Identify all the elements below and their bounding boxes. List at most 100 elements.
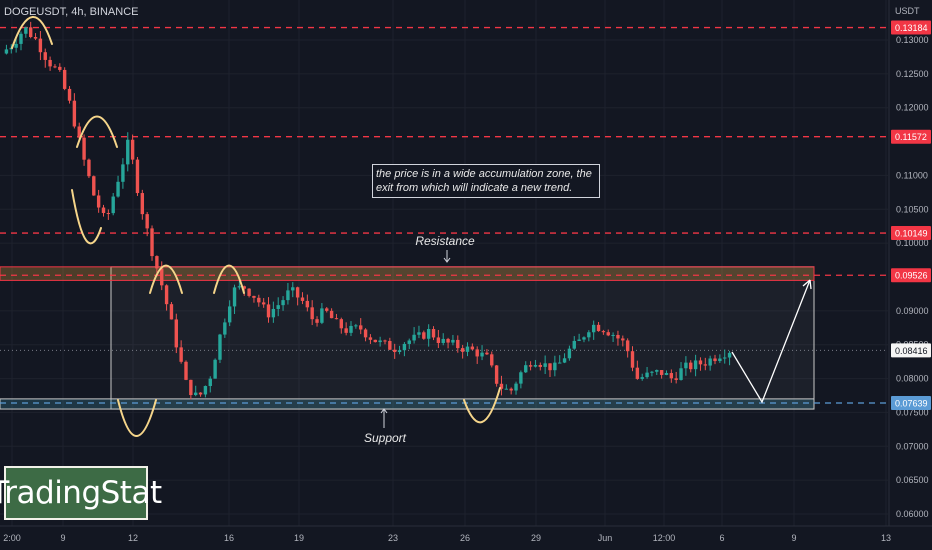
candle-body bbox=[655, 370, 659, 372]
candle-body bbox=[543, 363, 547, 367]
candle-body bbox=[300, 297, 305, 301]
candle-body bbox=[179, 347, 183, 362]
resistance-arrow-icon bbox=[443, 250, 451, 263]
candle-body bbox=[591, 324, 596, 333]
last-price-badge bbox=[891, 343, 931, 358]
candle-body bbox=[689, 362, 693, 370]
candle-body bbox=[33, 37, 38, 39]
candle-body bbox=[135, 159, 140, 194]
candle-body bbox=[514, 383, 518, 391]
price-tick-label: 0.06000 bbox=[896, 509, 929, 519]
time-tick-label: 26 bbox=[460, 533, 470, 543]
candle-body bbox=[339, 319, 344, 329]
wave-peak bbox=[213, 264, 245, 294]
candle-body bbox=[553, 362, 557, 371]
candle-body bbox=[43, 52, 47, 60]
candle-body bbox=[601, 331, 606, 333]
candle-body bbox=[130, 139, 135, 160]
candle-body bbox=[558, 362, 562, 364]
candle-body bbox=[150, 228, 154, 257]
candle-body bbox=[4, 49, 9, 54]
candle-body bbox=[582, 337, 586, 340]
support-arrow-icon bbox=[380, 408, 388, 428]
projection-line bbox=[731, 279, 811, 404]
candle-body bbox=[247, 288, 251, 296]
candle-body bbox=[412, 334, 416, 341]
last-price-label: 0.08416 bbox=[895, 346, 928, 356]
candle-body bbox=[281, 300, 285, 306]
candle-body bbox=[82, 137, 86, 160]
candle-body bbox=[480, 352, 484, 357]
wave-trough bbox=[463, 387, 501, 424]
candle-body bbox=[451, 339, 455, 343]
candle-body bbox=[315, 319, 319, 323]
candle-body bbox=[218, 334, 222, 360]
candle-body bbox=[184, 361, 188, 380]
candle-body bbox=[101, 207, 106, 214]
candle-body bbox=[126, 139, 130, 165]
time-tick-label: 29 bbox=[531, 533, 541, 543]
candle-body bbox=[577, 339, 581, 341]
candle-body bbox=[320, 308, 324, 323]
candle-body bbox=[223, 322, 227, 335]
candle-body bbox=[349, 325, 353, 333]
candle-body bbox=[417, 332, 421, 335]
candle-body bbox=[19, 33, 23, 44]
candle-body bbox=[291, 287, 295, 291]
candle-body bbox=[422, 332, 426, 339]
candle-body bbox=[189, 379, 193, 396]
candle-body bbox=[344, 328, 348, 333]
candle-body bbox=[392, 349, 397, 353]
candle-body bbox=[363, 329, 368, 338]
candle-body bbox=[276, 305, 280, 309]
candle-body bbox=[67, 88, 72, 101]
candle-body bbox=[160, 268, 164, 286]
time-tick-label: 9 bbox=[791, 533, 796, 543]
price-tick-label: 0.12500 bbox=[896, 69, 929, 79]
candle-body bbox=[383, 340, 387, 342]
candle-body bbox=[509, 388, 513, 391]
price-tick-label: 0.09000 bbox=[896, 306, 929, 316]
candle-body bbox=[475, 349, 479, 357]
wave-annotations: Resistance Support bbox=[11, 16, 812, 445]
candle-body bbox=[155, 256, 159, 269]
candle-body bbox=[305, 300, 310, 308]
candle-body bbox=[674, 378, 678, 380]
candle-body bbox=[499, 383, 504, 389]
wave-peak bbox=[76, 115, 118, 148]
candle-body bbox=[373, 339, 377, 343]
candle-body bbox=[48, 59, 52, 67]
candle-body bbox=[198, 392, 203, 395]
candle-body bbox=[718, 358, 722, 362]
level-price-badge bbox=[891, 20, 931, 35]
candle-body bbox=[368, 337, 373, 340]
candles bbox=[4, 21, 732, 400]
price-tick-label: 0.06500 bbox=[896, 475, 929, 485]
symbol-title: DOGEUSDT, 4h, BINANCE bbox=[4, 6, 139, 18]
candle-body bbox=[548, 363, 552, 371]
candle-body bbox=[359, 325, 363, 330]
candle-body bbox=[92, 176, 96, 196]
candle-body bbox=[334, 318, 339, 320]
accumulation-zone bbox=[110, 266, 815, 410]
candle-body bbox=[621, 338, 625, 341]
price-tick-label: 0.12000 bbox=[896, 103, 929, 113]
tradingstat-logo: TradingStat bbox=[0, 466, 162, 520]
candle-body bbox=[261, 302, 266, 305]
resistance-zone bbox=[0, 266, 815, 281]
candle-body bbox=[96, 195, 101, 208]
candle-body bbox=[490, 354, 494, 366]
candle-body bbox=[87, 159, 91, 177]
candle-body bbox=[227, 306, 232, 323]
time-tick-label: 12:00 bbox=[653, 533, 676, 543]
candle-body bbox=[441, 338, 445, 343]
candle-body bbox=[58, 66, 62, 70]
candle-body bbox=[77, 126, 81, 138]
analysis-note: the price is in a wide accumulation zone… bbox=[372, 164, 600, 198]
level-price-label: 0.11572 bbox=[895, 132, 927, 142]
level-price-label: 0.09526 bbox=[895, 271, 928, 281]
candle-body bbox=[533, 364, 538, 367]
candle-body bbox=[111, 196, 115, 214]
candle-body bbox=[203, 386, 208, 395]
